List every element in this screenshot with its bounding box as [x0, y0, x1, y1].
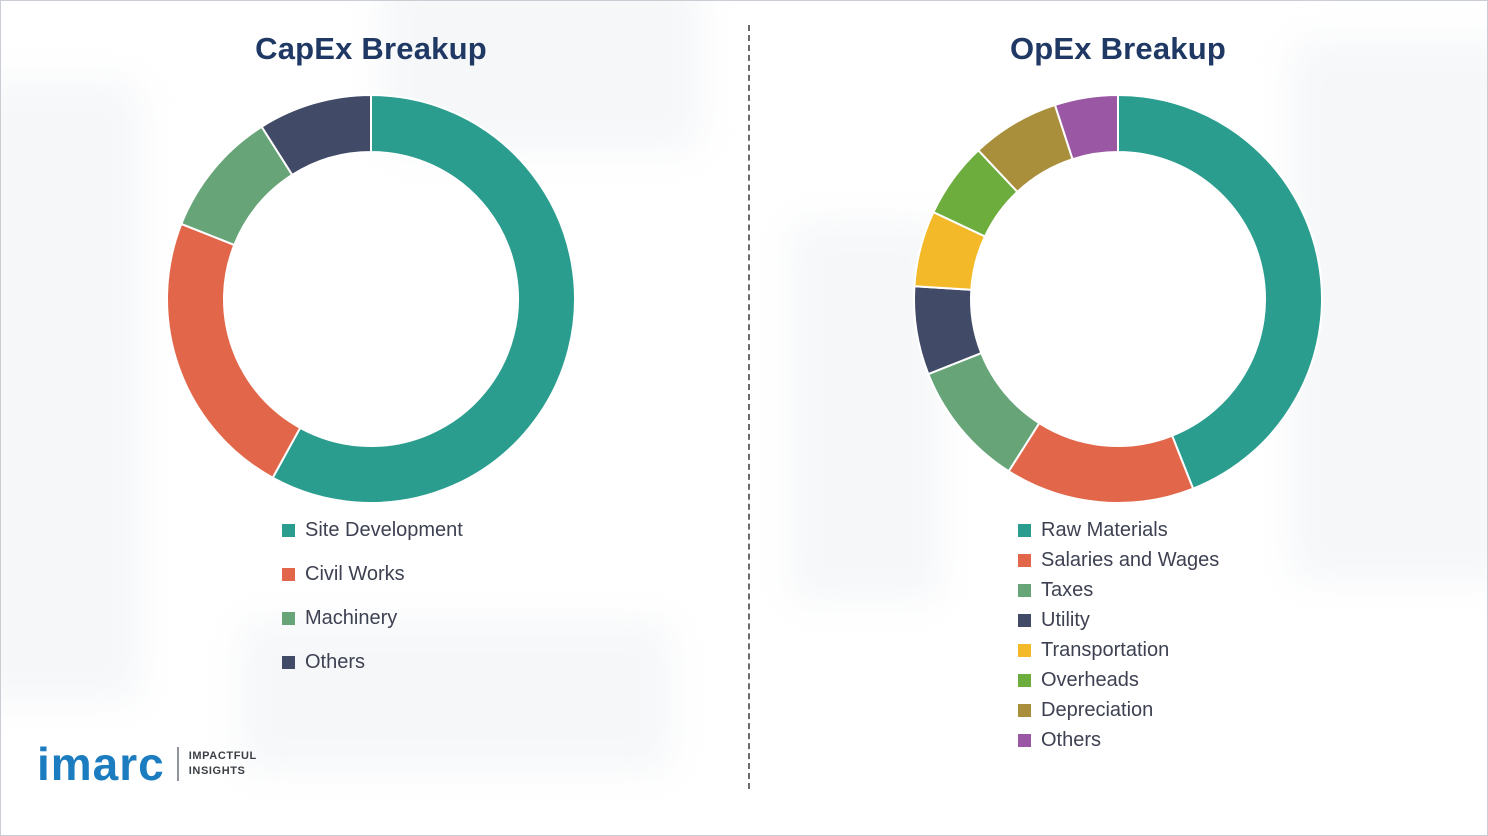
legend-item-salaries-and-wages: Salaries and Wages [1018, 550, 1219, 571]
legend-label: Overheads [1041, 669, 1139, 691]
dashed-divider [748, 25, 750, 789]
legend-label: Others [305, 651, 366, 673]
legend-swatch [1018, 554, 1031, 567]
legend-swatch [282, 524, 295, 537]
donut-segment-civil-works [166, 222, 302, 480]
legend-label: Transportation [1041, 639, 1170, 661]
capex-chart-title: CapEx Breakup [255, 31, 487, 66]
legend-label: Salaries and Wages [1041, 549, 1220, 571]
legend-swatch [1018, 734, 1031, 747]
legend-swatch [1018, 524, 1031, 537]
donut-segment-site-development [271, 93, 576, 504]
legend-item-others: Others [1018, 730, 1219, 751]
capex-legend: Site Development Civil Works Machinery Othe… [282, 518, 463, 675]
opex-donut-chart [913, 93, 1323, 504]
donut-segment-others [260, 93, 372, 177]
opex-legend: Raw Materials Salaries and Wages Taxes Util… [1018, 520, 1219, 751]
legend-label: Civil Works [305, 563, 405, 585]
legend-swatch [1018, 674, 1031, 687]
legend-item-raw-materials: Raw Materials [1018, 520, 1219, 541]
legend-item-overheads: Overheads [1018, 670, 1219, 691]
legend-label: Site Development [305, 519, 463, 541]
tagline-line2: INSIGHTS [188, 765, 246, 777]
legend-label: Others [1041, 729, 1102, 751]
legend-swatch [1018, 614, 1031, 627]
legend-item-utility: Utility [1018, 610, 1219, 631]
legend-swatch [282, 612, 295, 625]
tagline-line1: IMPACTFUL [188, 749, 257, 762]
legend-item-depreciation: Depreciation [1018, 700, 1219, 721]
legend-item-transportation: Transportation [1018, 640, 1219, 661]
legend-swatch [282, 568, 295, 581]
legend-item-civil-works: Civil Works [282, 562, 463, 587]
logo-divider-line [176, 747, 179, 781]
legend-item-site-development: Site Development [282, 518, 463, 543]
imarc-logo-text: imarc [37, 738, 165, 790]
donut-segment-raw-materials [1117, 93, 1323, 490]
legend-item-taxes: Taxes [1018, 580, 1219, 601]
legend-swatch [1018, 584, 1031, 597]
legend-label: Utility [1041, 609, 1090, 631]
imarc-logo-tagline: IMPACTFUL INSIGHTS [189, 749, 257, 780]
capex-donut-chart [166, 93, 576, 504]
background-art [1, 81, 141, 701]
imarc-logo: imarc IMPACTFUL INSIGHTS [37, 741, 257, 787]
legend-item-machinery: Machinery [282, 606, 463, 631]
legend-swatch [1018, 704, 1031, 717]
donut-segment-salaries-and-wages [1007, 421, 1195, 504]
legend-item-others: Others [282, 650, 463, 675]
legend-label: Taxes [1041, 579, 1094, 601]
donut-segment-others [1053, 93, 1119, 161]
legend-swatch [282, 656, 295, 669]
legend-swatch [1018, 644, 1031, 657]
legend-label: Machinery [305, 607, 398, 629]
legend-label: Raw Materials [1041, 519, 1168, 541]
legend-label: Depreciation [1041, 699, 1154, 721]
opex-chart-title: OpEx Breakup [1009, 31, 1227, 66]
